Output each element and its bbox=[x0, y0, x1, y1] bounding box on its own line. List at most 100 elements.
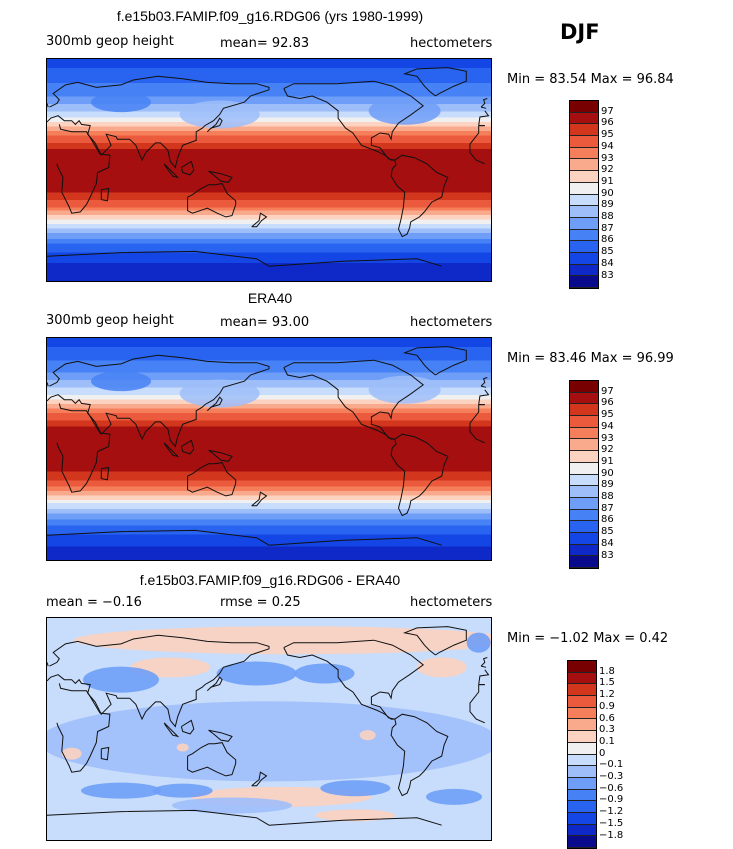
panel3-units-label: hectometers bbox=[410, 595, 493, 610]
colorbar-tick-label: 86 bbox=[601, 234, 614, 246]
panel1-title: f.e15b03.FAMIP.f09_g16.RDG06 (yrs 1980-1… bbox=[116, 8, 424, 24]
panel2-colorbar bbox=[569, 380, 599, 569]
panel2-title: ERA40 bbox=[247, 290, 293, 306]
panel1-mean-label: mean= 92.83 bbox=[220, 36, 310, 51]
colorbar-tick-label: 86 bbox=[601, 514, 614, 526]
colorbar-tick-label: 1.8 bbox=[599, 665, 615, 677]
colorbar-tick-label: 85 bbox=[601, 526, 614, 538]
coastline bbox=[390, 154, 449, 238]
colorbar-swatch bbox=[570, 124, 598, 137]
panel3-title: f.e15b03.FAMIP.f09_g16.RDG06 - ERA40 bbox=[139, 572, 401, 588]
colorbar-tick-label: 83 bbox=[601, 549, 614, 561]
coastline bbox=[206, 117, 223, 133]
colorbar-swatch bbox=[570, 182, 598, 195]
coastline bbox=[47, 634, 490, 728]
colorbar-swatch bbox=[568, 801, 596, 813]
panel1-units-label: hectometers bbox=[410, 36, 493, 51]
colorbar-tick-label: 87 bbox=[601, 502, 614, 514]
coastline bbox=[283, 639, 425, 720]
colorbar-tick-label: 89 bbox=[601, 199, 614, 211]
panel1-colorbar bbox=[569, 100, 599, 289]
coastline bbox=[402, 346, 467, 376]
coastline bbox=[251, 212, 268, 228]
colorbar-swatch bbox=[570, 532, 598, 545]
coastline bbox=[180, 719, 195, 735]
panel2-units-label: hectometers bbox=[410, 315, 493, 330]
coastline bbox=[47, 98, 488, 109]
coastline bbox=[283, 80, 425, 161]
colorbar-swatch bbox=[570, 194, 598, 207]
panel3-colorbar bbox=[567, 660, 597, 849]
colorbar-tick-label: −0.3 bbox=[599, 771, 624, 782]
colorbar-swatch bbox=[568, 812, 596, 825]
coastline bbox=[251, 491, 268, 507]
colorbar-tick-label: 89 bbox=[601, 479, 614, 491]
colorbar-swatch bbox=[570, 474, 598, 487]
colorbar-tick-label: 96 bbox=[601, 397, 614, 409]
colorbar-swatch bbox=[568, 661, 596, 673]
colorbar-tick-label: −0.1 bbox=[599, 759, 624, 771]
colorbar-swatch bbox=[570, 241, 598, 253]
colorbar-tick-label: 95 bbox=[601, 409, 614, 421]
colorbar-swatch bbox=[570, 486, 598, 498]
coastline bbox=[180, 439, 195, 455]
panel3-map bbox=[46, 617, 492, 841]
coastline bbox=[402, 626, 467, 656]
colorbar-tick-label: 95 bbox=[601, 129, 614, 141]
coastline bbox=[206, 676, 223, 692]
colorbar-swatch bbox=[568, 696, 596, 708]
coastline bbox=[163, 442, 180, 458]
coastline bbox=[180, 160, 195, 176]
coastline bbox=[390, 433, 449, 517]
colorbar-swatch bbox=[570, 451, 598, 463]
coastline bbox=[187, 462, 237, 497]
panel3-mean-label: mean = −0.16 bbox=[46, 595, 142, 610]
colorbar-swatch bbox=[568, 684, 596, 697]
colorbar-swatch bbox=[570, 217, 598, 230]
colorbar-swatch bbox=[570, 229, 598, 242]
colorbar-swatch bbox=[570, 264, 598, 277]
panel2-map bbox=[46, 337, 492, 561]
colorbar-swatch bbox=[570, 416, 598, 428]
colorbar-swatch bbox=[570, 544, 598, 557]
colorbar-swatch bbox=[568, 789, 596, 802]
panel1-map bbox=[46, 58, 492, 282]
colorbar-swatch bbox=[568, 672, 596, 685]
coastline bbox=[47, 354, 490, 448]
colorbar-tick-label: 90 bbox=[601, 187, 614, 199]
colorbar-swatch bbox=[570, 462, 598, 475]
colorbar-tick-label: −1.8 bbox=[599, 829, 624, 841]
coastline bbox=[402, 67, 467, 97]
season-label: DJF bbox=[560, 20, 600, 44]
colorbar-tick-label: 0.6 bbox=[599, 712, 615, 724]
colorbar-swatch bbox=[570, 276, 598, 288]
coastline bbox=[187, 742, 237, 777]
coastline bbox=[100, 746, 110, 761]
coastline bbox=[47, 529, 442, 546]
map-svg bbox=[47, 338, 491, 560]
colorbar-tick-label: 0.3 bbox=[599, 724, 615, 736]
coastline bbox=[47, 377, 488, 388]
colorbar-swatch bbox=[570, 556, 598, 568]
colorbar-tick-label: −1.2 bbox=[599, 806, 624, 818]
colorbar-swatch bbox=[568, 766, 596, 778]
colorbar-swatch bbox=[570, 136, 598, 148]
panel2-variable-label: 300mb geop height bbox=[46, 313, 174, 328]
colorbar-tick-label: −0.9 bbox=[599, 794, 624, 806]
colorbar-tick-label: 83 bbox=[601, 269, 614, 281]
colorbar-tick-label: 91 bbox=[601, 175, 614, 187]
colorbar-tick-label: −0.6 bbox=[599, 782, 624, 794]
map-svg bbox=[47, 59, 491, 281]
colorbar-swatch bbox=[568, 824, 596, 837]
colorbar-swatch bbox=[570, 252, 598, 265]
colorbar-swatch bbox=[568, 777, 596, 790]
panel1-minmax-label: Min = 83.54 Max = 96.84 bbox=[507, 72, 674, 87]
colorbar-swatch bbox=[570, 392, 598, 405]
colorbar-swatch bbox=[570, 147, 598, 160]
colorbar-swatch bbox=[568, 707, 596, 720]
colorbar-swatch bbox=[570, 171, 598, 183]
panel3-minmax-label: Min = −1.02 Max = 0.42 bbox=[507, 631, 669, 646]
coastline bbox=[47, 809, 442, 826]
colorbar-tick-label: 88 bbox=[601, 211, 614, 222]
coastline bbox=[206, 396, 223, 412]
